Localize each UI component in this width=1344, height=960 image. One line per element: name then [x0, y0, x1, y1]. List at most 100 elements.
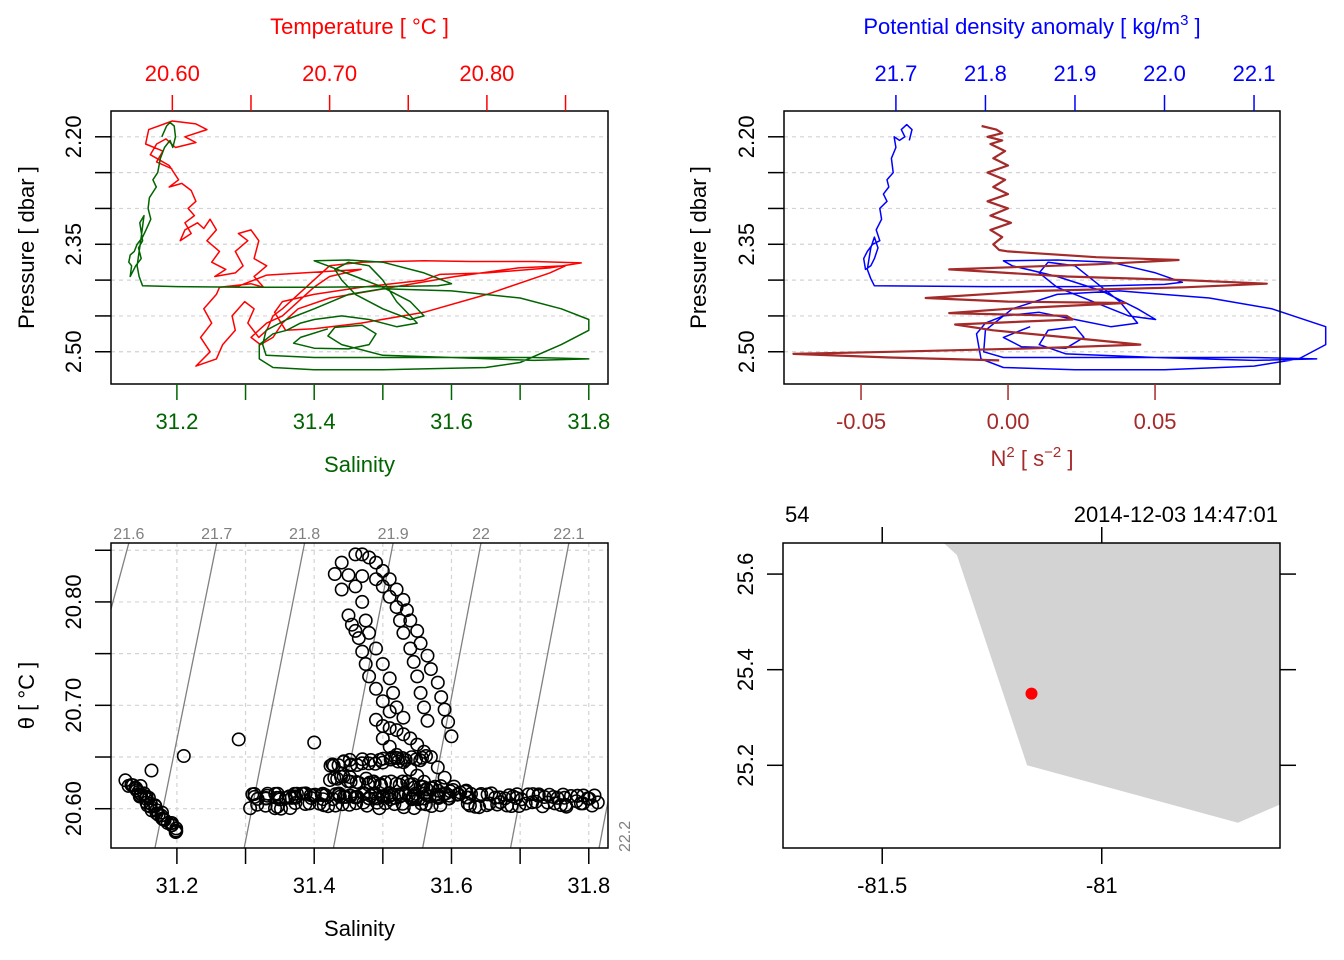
- p4-lon-tick-label-0: -81.5: [857, 873, 907, 898]
- p3-point: [283, 801, 298, 816]
- p3-point: [382, 721, 397, 736]
- p3-points: [118, 547, 605, 840]
- p3-point: [382, 704, 397, 719]
- p3-point: [377, 775, 392, 790]
- p1-salinity-tick-label-4: 31.6: [430, 409, 473, 434]
- p3-point: [392, 777, 407, 792]
- p3-point: [392, 613, 407, 628]
- p3-point: [434, 690, 449, 705]
- p3-point: [302, 796, 317, 811]
- p3-point: [396, 710, 411, 725]
- p3-frame: [110, 542, 609, 849]
- p2-density-axis-label: Potential density anomaly [ kg/m3 ]: [863, 12, 1200, 39]
- p2-grid: [784, 136, 1280, 353]
- p3-point: [423, 662, 438, 677]
- p3-point: [356, 795, 371, 810]
- p2-n2-label-sup: 2: [1006, 444, 1014, 461]
- p3-isopycnal-21.6: [110, 542, 130, 610]
- p3-isopycnal-label-21.6: 21.6: [113, 526, 144, 543]
- p3-point: [521, 787, 536, 802]
- p2-density-tick-label-4: 22.1: [1233, 61, 1276, 86]
- p3-point: [368, 572, 383, 587]
- p3-point: [410, 623, 425, 638]
- p2-series: [792, 123, 1327, 371]
- p3-point: [403, 613, 418, 628]
- p4-lat-tick-label-1: 25.4: [733, 648, 758, 691]
- p3-point: [419, 782, 434, 797]
- p3-point: [321, 799, 336, 814]
- p3-isopycnals: 21.6 21.7 21.8 21.9 22 22.1 22.2: [110, 526, 634, 852]
- p4-lat-tick-label-0: 25.2: [733, 744, 758, 787]
- p2-n2-tick-label-2: 0.05: [1134, 409, 1177, 434]
- p3-point: [327, 566, 342, 581]
- p3-point: [375, 656, 390, 671]
- p3-point: [336, 769, 351, 784]
- p3-point: [334, 555, 349, 570]
- p2-pressure-axis-label: Pressure [ dbar ]: [686, 166, 711, 329]
- p3-point: [396, 625, 411, 640]
- p3-salinity-tick-label-4: 31.6: [430, 873, 473, 898]
- p2-pressure-tick-label-0: 2.20: [734, 115, 759, 158]
- p3-salinity-axis-label: Salinity: [324, 916, 395, 941]
- panel-ts-profile: 20.60 20.70 20.80 31.2 31.4 31.6 31.8 2.20 2.35 2…: [14, 14, 610, 477]
- p3-isopycnal-21.8: [243, 542, 306, 849]
- p1-temperature-axis-label: Temperature [ °C ]: [270, 14, 449, 39]
- p3-point: [323, 758, 338, 773]
- p2-n2-label-end: ]: [1061, 446, 1073, 471]
- p2-density-tick-label-0: 21.7: [874, 61, 917, 86]
- p1-pressure-tick-label-6: 2.50: [61, 330, 86, 373]
- p3-point: [386, 685, 401, 700]
- p3-point: [375, 579, 390, 594]
- p3-point: [378, 796, 393, 811]
- p1-line-temperature: [144, 120, 583, 367]
- p3-point: [399, 603, 414, 618]
- p1-temperature-tick-label-4: 20.80: [459, 61, 514, 86]
- p3-point: [518, 796, 533, 811]
- p3-point: [355, 569, 370, 584]
- p2-n2-tick-label-1: 0.00: [987, 409, 1030, 434]
- p4-axes: -81.5 -81 25.2 25.4 25.6: [733, 527, 1296, 898]
- p3-salinity-tick-label-6: 31.8: [567, 873, 610, 898]
- p1-pressure-tick-label-3: 2.35: [61, 223, 86, 266]
- panel-station-map: -81.5 -81 25.2 25.4 25.6 54 2014-12-03 14:47…: [733, 502, 1296, 898]
- p2-density-tick-label-1: 21.8: [964, 61, 1007, 86]
- p3-point: [490, 797, 505, 812]
- p3-point: [366, 774, 381, 789]
- p1-salinity-tick-label-0: 31.2: [155, 409, 198, 434]
- p3-point: [427, 779, 442, 794]
- p3-point: [389, 700, 404, 715]
- p1-salinity-axis-label: Salinity: [324, 452, 395, 477]
- p3-isopycnal-22.1: [509, 542, 570, 849]
- p3-point: [289, 786, 304, 801]
- p3-point: [444, 729, 459, 744]
- p3-point: [413, 685, 428, 700]
- p3-point: [420, 713, 435, 728]
- p3-point: [375, 731, 390, 746]
- p3-point: [382, 589, 397, 604]
- p3-point: [420, 648, 435, 663]
- p3-point: [396, 800, 411, 815]
- p2-n2-label-unit: [ s: [1015, 446, 1044, 471]
- p1-line-salinity: [128, 121, 590, 371]
- p3-point: [414, 796, 429, 811]
- p3-point: [405, 777, 420, 792]
- p3-point: [355, 594, 370, 609]
- panel-ts-diagram: 21.6 21.7 21.8 21.9 22 22.122.2 31.2 31.4 31.6 3…: [14, 526, 634, 941]
- p3-point: [553, 798, 568, 813]
- p3-point: [335, 797, 350, 812]
- p3-point: [406, 654, 421, 669]
- p2-pressure-tick-label-6: 2.50: [734, 330, 759, 373]
- p3-point: [368, 555, 383, 570]
- p3-point: [391, 787, 406, 802]
- p3-point: [482, 796, 497, 811]
- p1-salinity-tick-label-6: 31.8: [567, 409, 610, 434]
- p3-point: [474, 786, 489, 801]
- p3-point: [575, 796, 590, 811]
- p2-line-n2: [792, 124, 1268, 362]
- p4-frame: [782, 542, 1281, 849]
- p2-density-tick-label-3: 22.0: [1143, 61, 1186, 86]
- p4-station-marker[interactable]: [1025, 687, 1038, 700]
- p1-frame: [110, 110, 609, 385]
- p3-point: [418, 748, 433, 763]
